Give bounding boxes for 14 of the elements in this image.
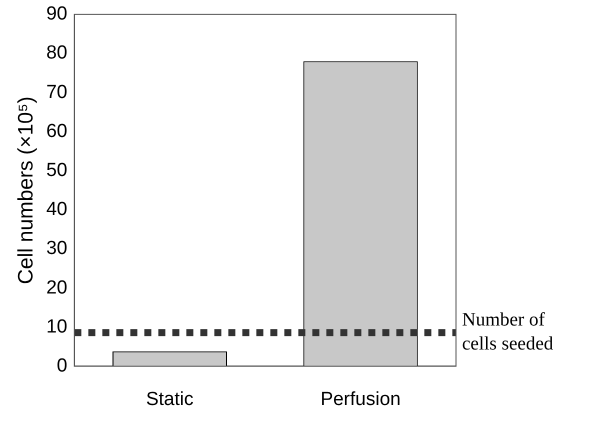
- y-tick-label: 10: [46, 316, 68, 338]
- y-tick-label: 70: [46, 82, 68, 103]
- y-tick-label: 80: [46, 42, 68, 64]
- y-tick-label: 20: [46, 277, 68, 298]
- y-tick-label: 50: [46, 160, 68, 181]
- x-tick-label: Static: [146, 388, 194, 410]
- y-tick-label: 0: [56, 355, 68, 376]
- x-tick-label: Perfusion: [320, 388, 401, 410]
- y-tick-label: 90: [46, 4, 68, 25]
- y-axis-title: Cell numbers (×10⁵): [14, 96, 38, 284]
- y-tick-label: 30: [46, 238, 68, 260]
- y-tick-label: 40: [46, 199, 68, 220]
- y-tick-label: 60: [46, 120, 68, 142]
- ref-line-label: Number of cells seeded: [462, 310, 554, 355]
